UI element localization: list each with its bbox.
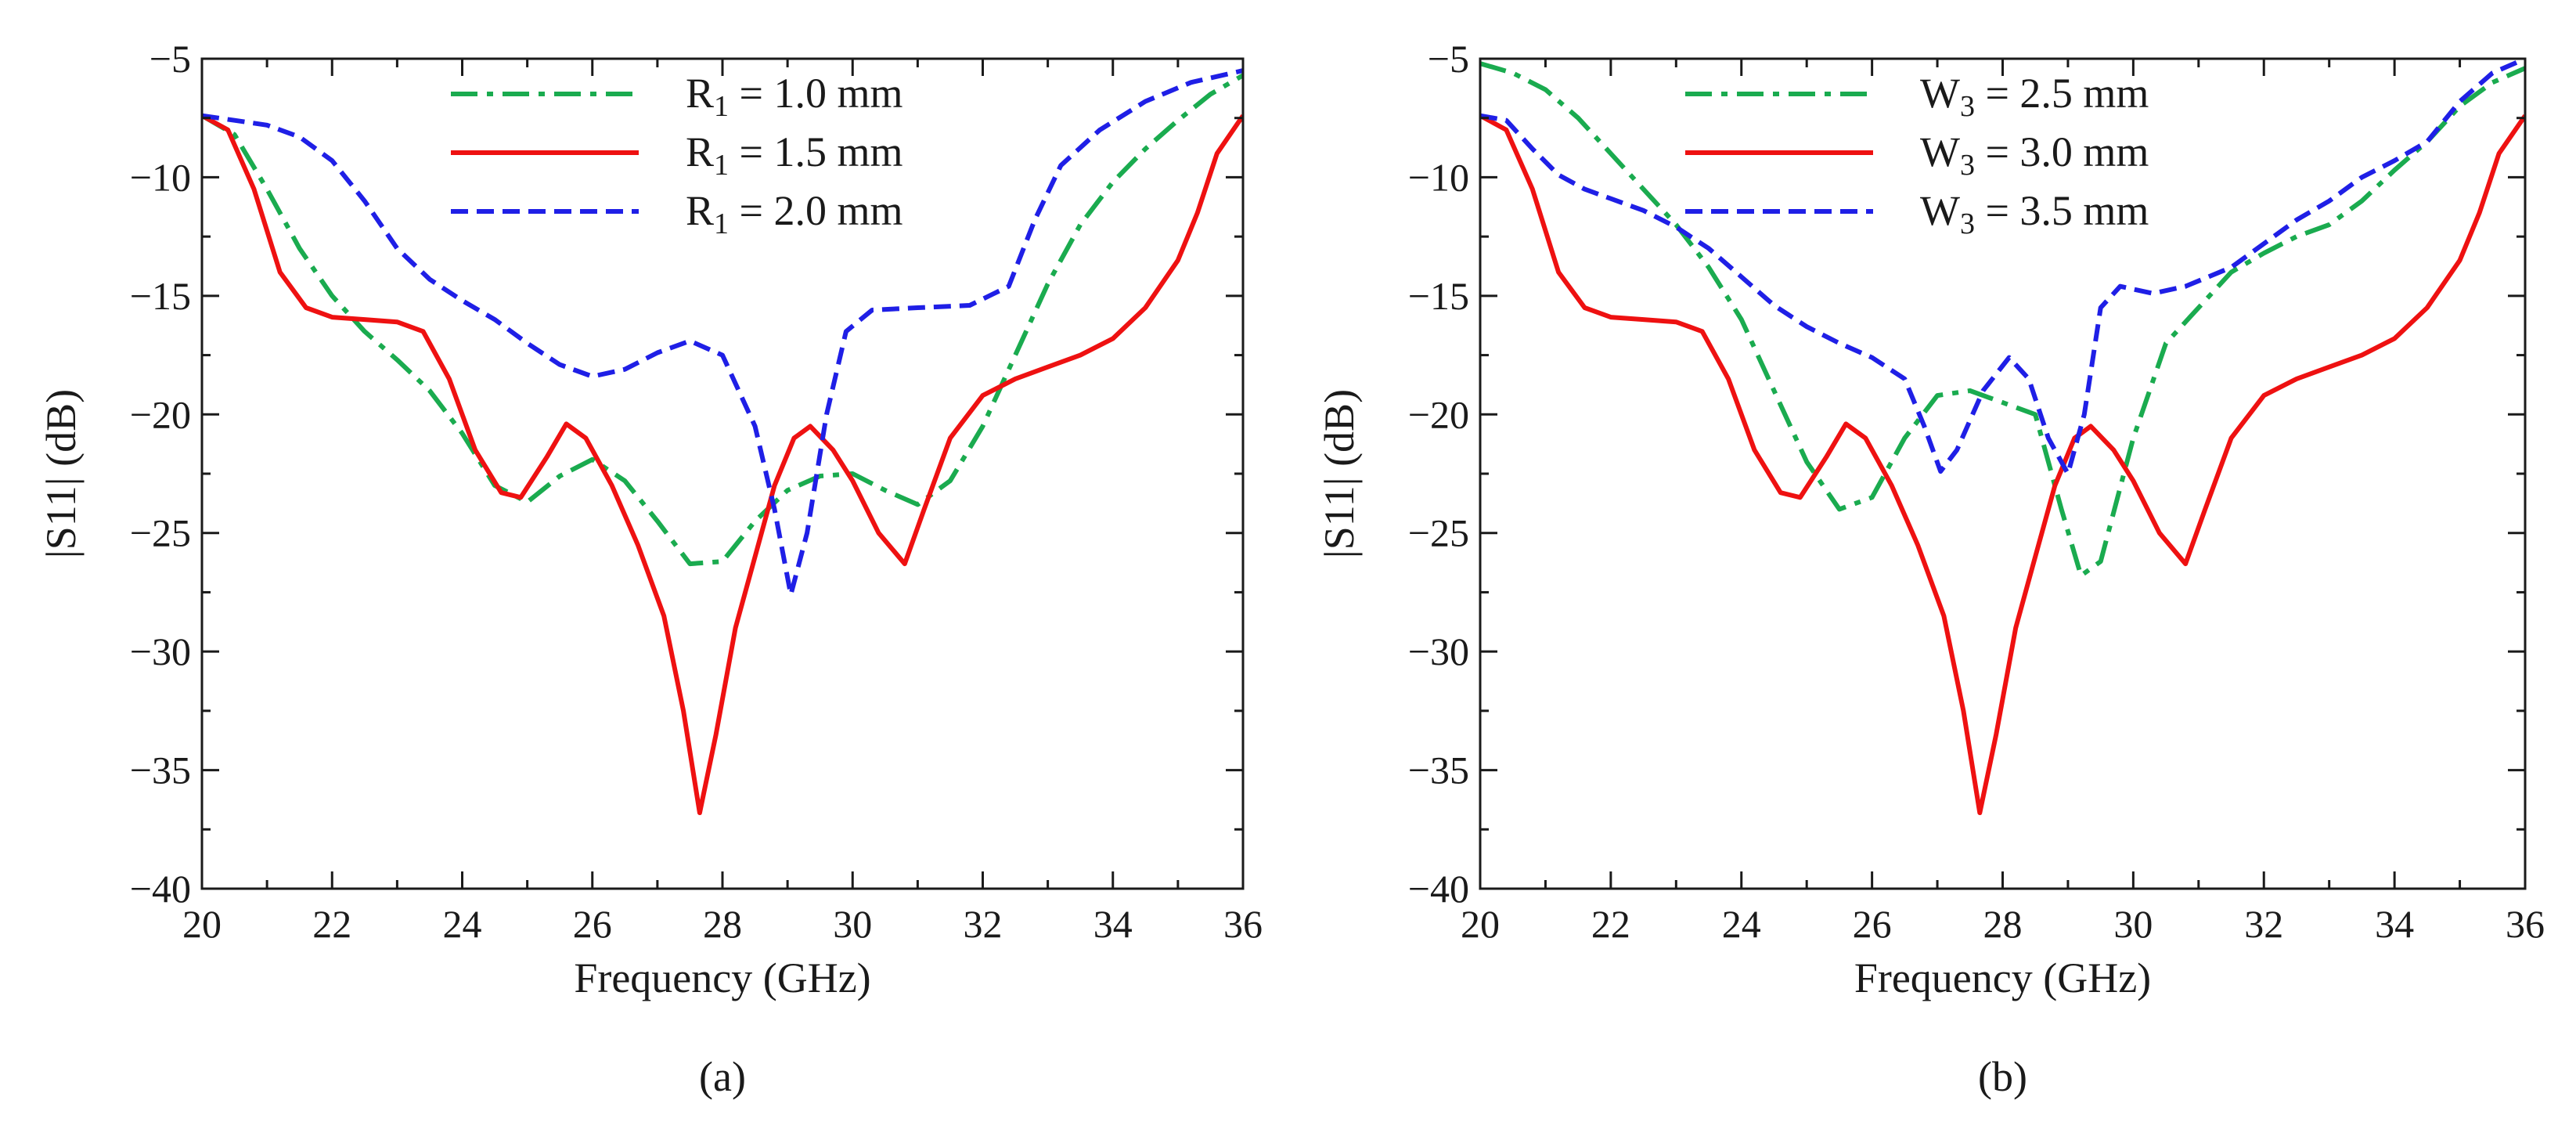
x-tick-label: 34 [2375,902,2414,946]
x-axis-title: Frequency (GHz) [574,954,870,1001]
series-lines [1480,59,2525,816]
plot-frame [200,57,1245,890]
x-tick-label: 34 [1093,902,1133,946]
series-line-1 [1480,61,2525,579]
y-tick-label: −35 [130,749,191,792]
x-tick-label: 32 [2244,902,2283,946]
x-tick-label: 26 [573,902,612,946]
x-tick-label: 32 [964,902,1003,946]
legend-label-1: R1 = 1.0 mm [686,70,903,123]
y-tick-label: −35 [1408,749,1469,792]
legend-label-1: W3 = 2.5 mm [1920,70,2149,123]
y-tick-label: −10 [1408,155,1469,199]
panel-b: 20 22 24 26 28 30 32 34 36 −5 −10 −15 −20 −25 −30 −35 −4… [1316,37,2545,1100]
x-tick-label: 30 [833,902,872,946]
y-tick-label: −5 [150,37,191,81]
legend-label-3: W3 = 3.5 mm [1920,187,2149,240]
y-tick-label: −40 [130,867,191,911]
x-tick-label: 20 [182,902,222,946]
x-tick-label: 28 [703,902,742,946]
y-axis-title: |S11| (dB) [38,389,85,558]
plot-frame [1479,57,2527,890]
legend-label-2: W3 = 3.0 mm [1920,128,2149,182]
panel-label: (a) [699,1053,746,1100]
y-tick-label: −40 [1408,867,1469,911]
x-tick-label: 24 [443,902,482,946]
x-tick-label: 28 [1983,902,2023,946]
y-tick-label: −20 [130,392,191,436]
y-tick-label: −15 [130,274,191,318]
x-tick-label: 22 [312,902,351,946]
legend-label-3: R1 = 2.0 mm [686,187,903,240]
series-line-2 [1480,114,2525,816]
x-tick-label: 22 [1591,902,1630,946]
x-axis-title: Frequency (GHz) [1854,954,2151,1001]
series-line-1 [202,73,1243,567]
legend-label-2: R1 = 1.5 mm [686,128,903,182]
y-axis-title: |S11| (dB) [1316,389,1363,558]
series-lines [202,68,1243,816]
x-tick-label: 30 [2113,902,2153,946]
y-tick-label: −25 [1408,511,1469,555]
panel-label: (b) [1978,1053,2027,1100]
x-tick-label: 36 [2506,902,2545,946]
x-tick-label: 26 [1853,902,1892,946]
y-tick-label: −20 [1408,392,1469,436]
x-tick-label: 24 [1722,902,1761,946]
series-line-2 [202,114,1243,816]
y-tick-label: −10 [130,155,191,199]
y-tick-label: −30 [130,630,191,673]
y-tick-label: −25 [130,511,191,555]
series-line-3 [1480,59,2525,476]
x-tick-label: 20 [1461,902,1500,946]
y-tick-label: −30 [1408,630,1469,673]
y-tick-label: −5 [1428,37,1469,81]
series-line-3 [202,68,1243,597]
x-tick-label: 36 [1223,902,1263,946]
panel-a: 20 22 24 26 28 30 32 34 36 −5 −10 −15 −20 −25 −30 −35 −4… [38,37,1263,1100]
y-tick-label: −15 [1408,274,1469,318]
